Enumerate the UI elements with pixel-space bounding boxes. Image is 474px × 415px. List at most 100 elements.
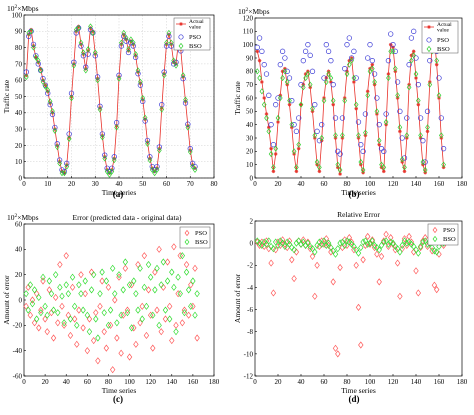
data-point [331, 103, 335, 107]
data-point [150, 344, 156, 352]
data-point [107, 306, 114, 314]
data-point [50, 306, 57, 314]
data-point [261, 242, 267, 251]
data-point [404, 132, 410, 139]
y-axis-label: Traffic rate [2, 79, 11, 113]
data-point [33, 315, 40, 323]
data-point [166, 29, 172, 37]
data-point [406, 238, 412, 246]
data-point [287, 103, 292, 107]
data-point [316, 242, 323, 251]
data-point [65, 290, 72, 298]
data-point [86, 328, 93, 336]
data-point [397, 124, 403, 131]
data-point [284, 238, 290, 246]
x-tick-label: 40 [63, 378, 71, 386]
y-axis-label: Traffic rate [233, 81, 242, 115]
data-point [40, 273, 46, 281]
data-point [284, 68, 290, 74]
data-point [147, 156, 153, 164]
data-point [25, 306, 31, 314]
data-point [61, 168, 68, 175]
data-point [356, 132, 361, 139]
unit-label: 102×Mbps [7, 4, 39, 13]
data-point [78, 43, 84, 49]
x-axis-label: Time series [102, 386, 137, 395]
data-point [307, 52, 313, 58]
x-tick-label: 180 [457, 180, 468, 188]
data-point [162, 306, 169, 314]
data-point [371, 71, 378, 77]
data-point [168, 43, 174, 49]
data-point [71, 62, 77, 69]
data-point [105, 283, 112, 291]
data-point [109, 168, 115, 175]
data-point [171, 57, 176, 64]
data-point [177, 290, 183, 298]
data-point [101, 328, 107, 336]
data-point [179, 22, 183, 26]
data-point [328, 58, 334, 64]
data-point [392, 242, 398, 251]
series-pso [254, 230, 447, 358]
data-point [314, 241, 320, 249]
data-point [277, 62, 283, 68]
data-point [358, 341, 364, 349]
legend-label: Actual value [437, 22, 452, 34]
data-point [69, 273, 76, 281]
data-point [374, 243, 380, 252]
data-point [413, 70, 419, 78]
data-point [258, 59, 262, 63]
data-point [266, 92, 272, 98]
data-point [111, 156, 117, 164]
data-point [95, 77, 100, 84]
data-point [44, 328, 50, 336]
data-point [78, 39, 84, 46]
data-point [374, 250, 380, 258]
data-point [398, 129, 402, 133]
data-point [52, 127, 58, 134]
data-point [289, 121, 295, 128]
data-point [294, 169, 298, 173]
data-point [126, 353, 133, 361]
data-point [62, 170, 67, 177]
data-point [271, 169, 275, 173]
data-point [358, 158, 364, 166]
data-point [425, 124, 430, 131]
data-point [401, 155, 408, 161]
data-point [317, 164, 322, 171]
data-point [420, 238, 426, 246]
data-point [182, 100, 189, 106]
data-point [50, 108, 55, 115]
data-point [323, 42, 329, 48]
data-point [355, 119, 362, 125]
data-point [187, 146, 193, 152]
data-point [376, 137, 382, 144]
data-point [147, 311, 154, 319]
data-point [269, 147, 273, 151]
data-point [164, 277, 171, 285]
data-point [291, 148, 297, 155]
data-point [329, 80, 333, 84]
data-point [376, 278, 382, 286]
legend-box [179, 226, 211, 249]
data-point [114, 124, 119, 131]
data-point [365, 55, 371, 61]
data-point [120, 286, 126, 294]
data-point [349, 57, 354, 64]
data-point [388, 234, 394, 242]
data-point [43, 83, 47, 87]
data-point [31, 286, 38, 294]
data-point [294, 164, 299, 171]
data-point [409, 57, 414, 64]
data-point [66, 135, 72, 142]
data-point [346, 238, 352, 246]
data-point [104, 168, 110, 175]
data-point [135, 71, 141, 77]
data-point [383, 111, 389, 117]
data-point [266, 237, 272, 245]
y-tick-label: 2 [250, 217, 254, 225]
data-point [135, 67, 141, 74]
y-tick-label: 10 [15, 158, 23, 166]
subfigure-label-c: (c) [113, 394, 123, 404]
